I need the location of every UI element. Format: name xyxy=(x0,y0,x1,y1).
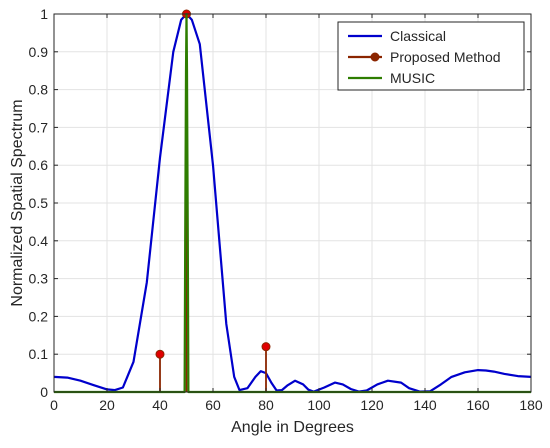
x-tick-label: 180 xyxy=(519,397,543,413)
legend-label: Proposed Method xyxy=(390,49,501,65)
x-tick-label: 60 xyxy=(205,397,221,413)
x-tick-label: 160 xyxy=(466,397,490,413)
y-tick-label: 0.5 xyxy=(29,195,49,211)
x-tick-label: 140 xyxy=(413,397,437,413)
legend-label: Classical xyxy=(390,28,446,44)
y-tick-label: 0 xyxy=(40,384,48,400)
series-layer xyxy=(53,9,532,394)
x-tick-label: 40 xyxy=(152,397,168,413)
legend-label: MUSIC xyxy=(390,70,435,86)
y-tick-label: 0.6 xyxy=(29,157,49,173)
y-tick-label: 0.1 xyxy=(29,346,49,362)
y-tick-label: 1 xyxy=(40,6,48,22)
y-tick-label: 0.8 xyxy=(29,82,49,98)
proposed-method-marker xyxy=(155,349,165,359)
y-tick-label: 0.3 xyxy=(29,271,49,287)
y-axis-label: Normalized Spatial Spectrum xyxy=(9,99,26,306)
x-tick-label: 20 xyxy=(99,397,115,413)
axes: 0 20 40 60 80 100 120 140 160 180 0 0.1 0.2 0.3 0.4 0.5… xyxy=(29,6,543,413)
legend: Classical Proposed Method MUSIC xyxy=(337,21,525,91)
y-tick-label: 0.9 xyxy=(29,44,49,60)
y-tick-label: 0.4 xyxy=(29,233,49,249)
legend-marker xyxy=(370,52,380,62)
x-axis-label: Angle in Degrees xyxy=(231,419,354,436)
proposed-method-marker xyxy=(261,342,271,352)
y-tick-label: 0.7 xyxy=(29,119,49,135)
x-tick-label: 80 xyxy=(258,397,274,413)
grid-lines xyxy=(53,13,532,393)
x-tick-label: 120 xyxy=(360,397,384,413)
classical-series-line xyxy=(53,12,532,393)
x-tick-label: 0 xyxy=(50,397,58,413)
x-tick-label: 100 xyxy=(307,397,331,413)
y-tick-label: 0.2 xyxy=(29,308,49,324)
